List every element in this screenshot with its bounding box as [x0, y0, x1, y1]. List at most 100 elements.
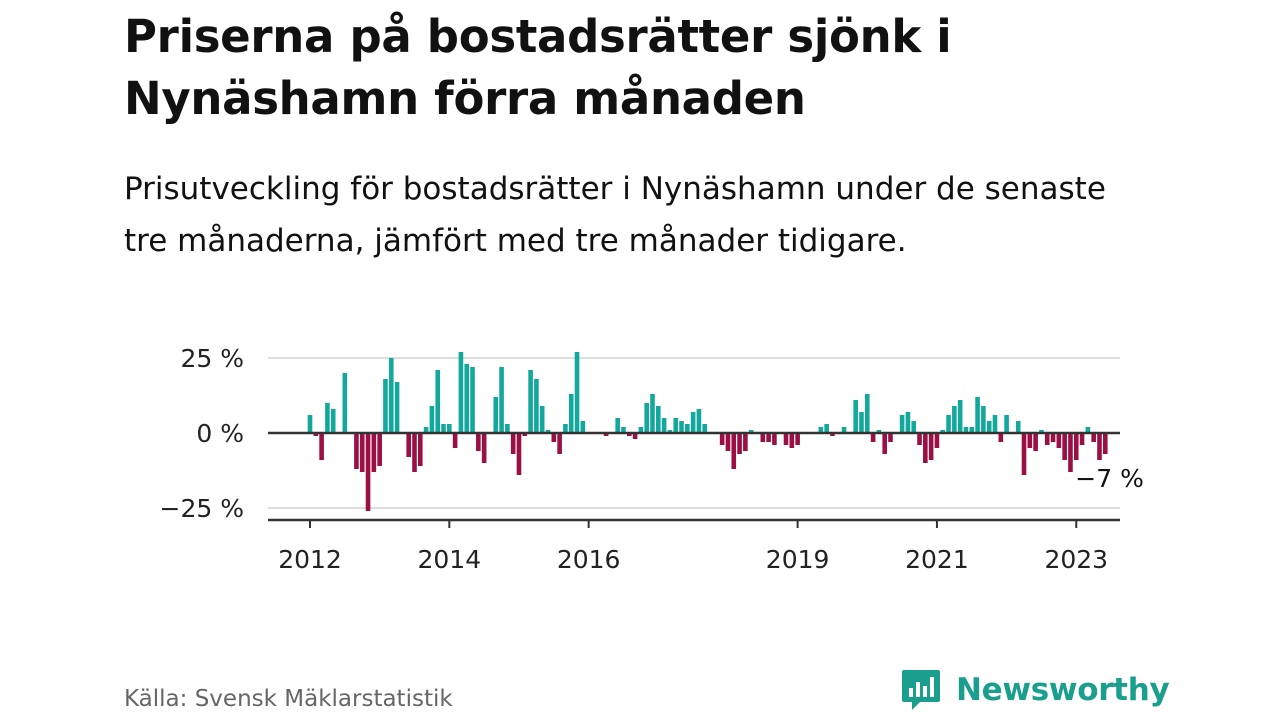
bar	[789, 433, 795, 448]
chart-title: Priserna på bostadsrätter sjönk i Nynäsh…	[124, 10, 952, 125]
bar	[615, 418, 620, 433]
bar	[882, 433, 887, 454]
bar	[696, 409, 702, 433]
bar	[1102, 433, 1108, 454]
bar	[359, 433, 365, 472]
bar	[516, 433, 522, 475]
bar	[719, 433, 725, 445]
bar	[1091, 433, 1096, 442]
bar	[371, 433, 377, 472]
bar	[928, 433, 934, 460]
axes	[268, 431, 1120, 528]
bar	[313, 433, 319, 436]
bar	[661, 418, 667, 433]
bar	[760, 433, 766, 442]
bar	[603, 433, 609, 436]
y-tick-label: 25 %	[180, 344, 244, 373]
bar	[423, 427, 429, 433]
bar	[528, 370, 533, 433]
x-tick-label: 2014	[418, 545, 482, 574]
bar	[899, 415, 905, 433]
bar	[539, 406, 545, 433]
bar-chart-speech-bubble-icon	[902, 670, 940, 710]
bar	[1039, 430, 1044, 433]
bar	[476, 433, 481, 451]
gridlines	[268, 357, 1120, 509]
bar	[1021, 433, 1027, 475]
bar	[1033, 433, 1038, 451]
bar	[621, 427, 626, 433]
bar	[963, 427, 969, 433]
brand-name: Newsworthy	[956, 672, 1170, 708]
bar	[626, 433, 632, 436]
bar	[568, 394, 574, 433]
bar	[354, 433, 359, 469]
bar	[859, 412, 864, 433]
bar	[319, 433, 324, 460]
bar	[853, 400, 858, 433]
bar	[447, 424, 452, 433]
bar	[325, 403, 330, 433]
bar	[493, 397, 499, 433]
bar	[644, 403, 649, 433]
bar	[1027, 433, 1033, 448]
bar	[481, 433, 487, 463]
bar	[731, 433, 737, 469]
bar	[522, 433, 528, 436]
bar	[830, 433, 835, 436]
bar	[737, 433, 742, 454]
bar	[557, 433, 562, 454]
bar	[876, 430, 882, 433]
bar	[679, 421, 684, 433]
bar	[377, 433, 382, 466]
bar	[412, 433, 417, 472]
bar	[743, 433, 748, 451]
bar	[992, 415, 998, 433]
bar	[545, 430, 551, 433]
bar	[940, 430, 946, 433]
bar	[388, 358, 394, 433]
y-tick-label: 0 %	[196, 419, 244, 448]
bar	[551, 433, 557, 442]
bar	[365, 433, 371, 511]
bar	[748, 430, 754, 433]
bar	[1073, 433, 1079, 460]
bar	[417, 433, 423, 466]
bar	[702, 424, 708, 433]
x-tick-label: 2016	[557, 545, 621, 574]
bar	[957, 400, 963, 433]
brand-logo[interactable]: Newsworthy	[900, 668, 1170, 712]
bar	[841, 427, 847, 433]
bar	[986, 421, 992, 433]
x-tick-label: 2023	[1044, 545, 1108, 574]
last-value-label: −7 %	[1075, 464, 1144, 493]
bar	[441, 424, 446, 433]
bar	[307, 415, 313, 433]
bar	[1068, 433, 1073, 472]
bar	[435, 370, 441, 433]
bar	[673, 418, 679, 433]
bar	[638, 427, 644, 433]
x-tick-label: 2012	[278, 545, 342, 574]
bar	[934, 433, 940, 448]
bar	[499, 367, 504, 433]
bar	[824, 424, 829, 433]
bar	[650, 394, 655, 433]
bar	[452, 433, 458, 448]
bar	[632, 433, 638, 439]
bar	[795, 433, 800, 445]
bar	[510, 433, 516, 454]
bar	[1050, 433, 1056, 442]
bar	[911, 421, 917, 433]
bar	[917, 433, 922, 445]
bar	[1015, 421, 1021, 433]
x-tick-label: 2021	[905, 545, 969, 574]
bar	[888, 433, 893, 442]
source-note: Källa: Svensk Mäklarstatistik	[124, 686, 453, 712]
bar	[464, 364, 470, 433]
bar	[870, 433, 876, 442]
bar	[1079, 433, 1085, 445]
bar	[685, 424, 690, 433]
bar	[998, 433, 1004, 442]
bar	[690, 412, 696, 433]
